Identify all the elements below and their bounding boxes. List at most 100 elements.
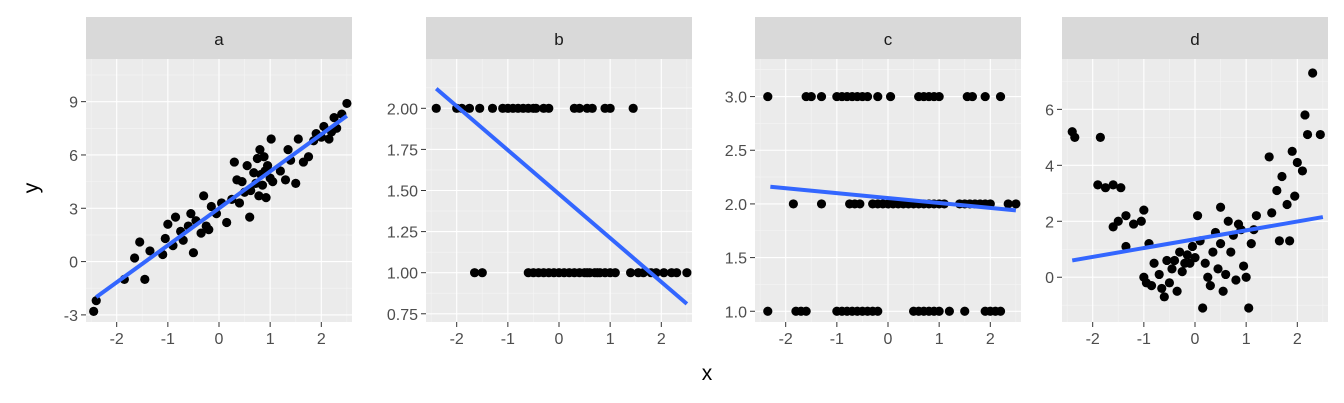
data-point [672,268,682,278]
y-tick-label: 1.50 [387,184,418,201]
data-point [261,193,271,203]
data-point [1100,183,1111,193]
data-point [806,91,816,102]
data-point [816,91,827,102]
data-point [1172,286,1182,296]
data-point [1154,269,1164,280]
facet-strip-label: d [1190,30,1199,49]
data-point [1108,180,1118,190]
regression-line [1071,215,1324,263]
x-tick-label: -1 [830,331,844,348]
data-point [1302,129,1313,140]
data-point [1292,157,1302,168]
data-point [1177,267,1187,277]
data-point [145,246,155,256]
x-tick-label: 1 [935,331,944,348]
data-point [763,91,773,102]
data-point [1246,239,1256,249]
facet-strip-label: c [884,30,893,49]
data-point [659,268,669,278]
y-tick-label: 3 [69,201,78,218]
data-point [1157,283,1167,294]
data-point [206,201,216,212]
data-point [1290,191,1300,201]
data-point [816,199,827,209]
x-tick-label: 0 [1191,331,1200,348]
data-point [1241,272,1251,282]
x-tick-label: -2 [779,331,793,348]
data-point [873,306,883,316]
data-point [1226,247,1236,257]
data-point [91,296,101,306]
data-point [477,268,487,278]
data-point [170,212,181,222]
data-point [1190,253,1200,263]
x-tick-label: 1 [266,331,275,348]
data-point [268,177,278,187]
data-point [1175,247,1185,257]
data-point [995,306,1006,316]
y-tick-label: 6 [1045,102,1054,119]
x-tick-label: 0 [215,331,224,348]
data-point [1285,236,1295,246]
data-point [342,98,352,109]
data-point [1274,236,1285,246]
data-point [1205,281,1215,291]
data-point [1213,264,1223,274]
data-point [280,175,291,185]
data-point [259,152,269,162]
data-point [626,268,636,278]
data-point [1218,286,1228,296]
data-point [1223,216,1233,226]
data-point [1121,211,1131,221]
y-tick-label: 1.0 [725,304,747,321]
data-point [257,180,268,190]
y-tick-label: 0.75 [387,307,418,324]
data-point [1149,258,1159,268]
data-point [1251,211,1261,221]
data-point [303,152,314,162]
data-point [475,103,485,113]
data-point [544,103,554,113]
data-point [1287,146,1297,156]
data-point [1003,199,1013,209]
data-point [1167,264,1177,274]
panel-c: c -2 -1 0 1 2 1.0 1.5 2.0 2.5 3.0 [725,17,1021,348]
data-point [1139,205,1149,215]
data-point [628,103,638,113]
y-tick-label: 2 [1045,214,1054,231]
data-point [1277,171,1287,182]
y-tick-label: -3 [64,308,78,325]
data-point [934,91,944,102]
data-point [1198,303,1208,313]
x-tick-label: 0 [555,331,564,348]
data-point [1272,185,1282,196]
y-tick-label: 1.25 [387,225,418,242]
data-point [469,268,480,278]
data-point [222,217,232,228]
scatter-points [431,103,692,278]
data-point [1244,303,1254,313]
data-point [89,306,99,316]
data-point [682,268,692,278]
facet-strip-label: a [214,30,224,49]
data-point [1093,180,1103,190]
data-point [862,91,873,102]
data-point [1095,132,1105,142]
facet-strip [755,17,1021,59]
data-point [249,168,259,178]
data-point [1116,183,1126,193]
x-axis-title: x [702,362,713,385]
y-tick-label: 2.0 [725,197,747,214]
data-point [464,103,475,113]
data-point [293,134,303,144]
y-tick-label: 4 [1045,158,1054,175]
data-point [855,199,865,209]
x-tick-label: -1 [161,331,175,348]
data-point [763,306,773,316]
data-point [1162,255,1172,266]
x-tick-label: 2 [1293,331,1302,348]
data-point [291,178,301,188]
data-point [605,103,615,113]
data-point [254,191,264,201]
